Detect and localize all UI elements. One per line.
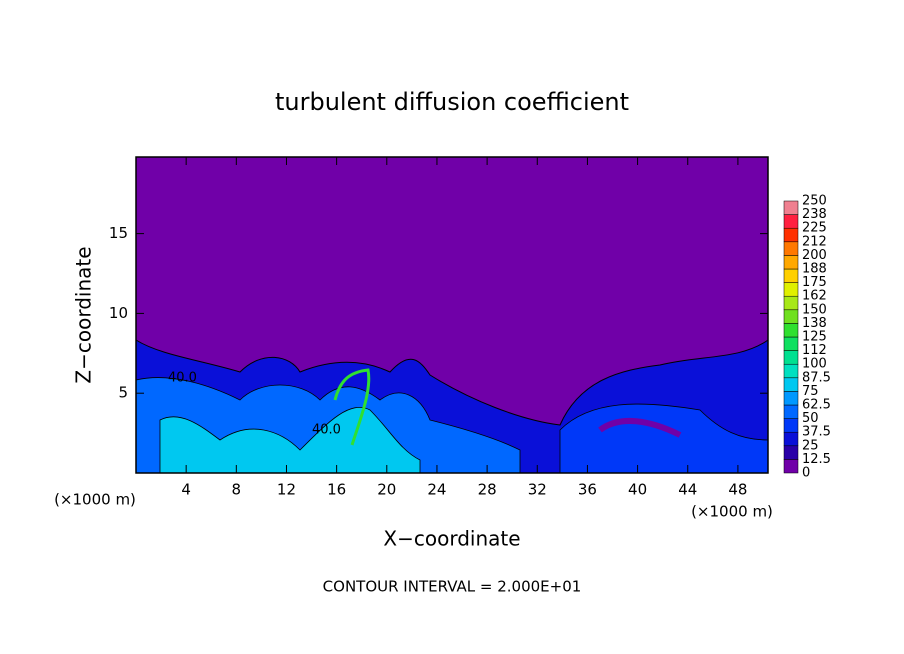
x-tick-label: 48 — [728, 481, 747, 499]
colorbar-swatch — [783, 200, 799, 215]
colorbar-swatch — [783, 255, 799, 270]
field-region — [598, 417, 682, 438]
x-tick-label: 36 — [578, 481, 597, 499]
colorbar-swatch — [783, 350, 799, 365]
colorbar-label: 225 — [802, 221, 827, 236]
colorbar-swatch — [783, 282, 799, 297]
colorbar-swatch — [783, 363, 799, 379]
plot-frame — [135, 156, 769, 474]
colorbar-label: 50 — [802, 411, 819, 426]
y-tick-label: 5 — [118, 384, 128, 402]
colorbar-swatch — [783, 404, 799, 419]
colorbar-swatch — [783, 323, 799, 338]
colorbar-label: 87.5 — [802, 370, 831, 385]
colorbar-swatch — [783, 418, 799, 433]
colorbar-label: 75 — [802, 384, 819, 399]
x-tick-label: 40 — [628, 481, 647, 499]
colorbar-label: 150 — [802, 302, 827, 317]
colorbar-swatch — [783, 214, 799, 229]
x-tick-label: 4 — [181, 481, 191, 499]
colorbar-label: 112 — [802, 343, 827, 358]
x-tick-label: 12 — [277, 481, 296, 499]
colorbar-swatch — [783, 268, 799, 283]
x-tick-label: 28 — [478, 481, 497, 499]
colorbar-label: 250 — [802, 194, 827, 209]
colorbar-label: 12.5 — [802, 452, 831, 467]
x-tick-label: 20 — [377, 481, 396, 499]
colorbar-label: 188 — [802, 262, 827, 277]
colorbar-label: 100 — [802, 357, 827, 372]
x-tick-label: 16 — [327, 481, 346, 499]
chart-title: turbulent diffusion coefficient — [275, 88, 629, 116]
y-axis-label: Z−coordinate — [72, 246, 96, 383]
colorbar-label: 138 — [802, 316, 827, 331]
colorbar-label: 62.5 — [802, 398, 831, 413]
y-tick-label: 10 — [109, 304, 128, 322]
colorbar-swatch — [783, 431, 799, 447]
x-tick-label: 32 — [528, 481, 547, 499]
colorbar-label: 37.5 — [802, 425, 831, 440]
colorbar-swatch — [783, 241, 799, 256]
colorbar-swatch — [783, 459, 799, 474]
colorbar-label: 0 — [802, 466, 810, 481]
colorbar-swatch — [783, 391, 799, 406]
colorbar-swatch — [783, 336, 799, 351]
y-tick-label: 15 — [109, 224, 128, 242]
x-axis-label: X−coordinate — [383, 527, 520, 551]
x-tick-label: 8 — [232, 481, 242, 499]
field-region — [333, 368, 371, 446]
colorbar-swatch — [783, 295, 799, 311]
colorbar-label: 212 — [802, 234, 827, 249]
colorbar-label: 175 — [802, 275, 827, 290]
footer: CONTOUR INTERVAL = 2.000E+01 — [323, 578, 582, 596]
colorbar-label: 200 — [802, 248, 827, 263]
x-tick-label: 24 — [427, 481, 446, 499]
x-tick-label: 44 — [678, 481, 697, 499]
colorbar-swatch — [783, 377, 799, 392]
colorbar-label: 238 — [802, 207, 827, 222]
contour-label: 40.0 — [312, 423, 341, 438]
colorbar-swatch — [783, 445, 799, 460]
x-unit: (×1000 m) — [691, 503, 773, 521]
field — [135, 157, 769, 474]
colorbar-label: 125 — [802, 330, 827, 345]
colorbar-swatch — [783, 309, 799, 324]
colorbar-swatch — [783, 227, 799, 243]
x-unit: (×1000 m) — [54, 491, 136, 509]
colorbar-label: 25 — [802, 438, 819, 453]
field-region — [159, 407, 421, 474]
contour-label: 40.0 — [168, 371, 197, 386]
colorbar-label: 162 — [802, 289, 827, 304]
